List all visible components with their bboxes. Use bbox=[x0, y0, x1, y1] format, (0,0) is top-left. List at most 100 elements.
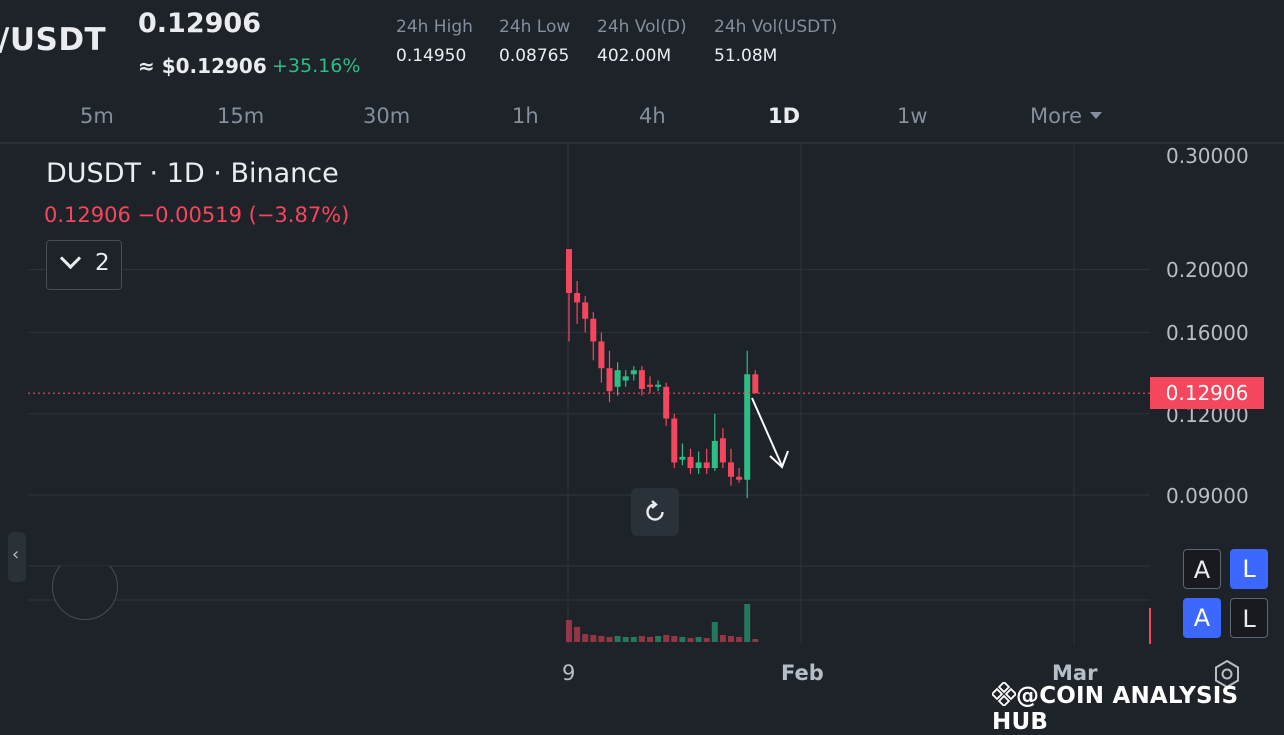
volume-bar bbox=[744, 604, 751, 642]
watermark: @COIN ANALYSIS HUB bbox=[990, 680, 1284, 735]
volume-bar bbox=[663, 635, 670, 642]
tab-1h[interactable]: 1h bbox=[512, 104, 539, 128]
auto-scale-button[interactable]: A bbox=[1183, 549, 1221, 589]
candle-body bbox=[638, 370, 645, 389]
last-price-badge: 0.12906 bbox=[1150, 377, 1264, 409]
candle-body bbox=[606, 368, 613, 392]
tab-1d[interactable]: 1D bbox=[768, 104, 801, 128]
caret-down-icon bbox=[1090, 111, 1103, 119]
volume-bar bbox=[671, 636, 678, 642]
stat-24h-vol-d: 24h Vol(D) 402.00M bbox=[597, 17, 687, 66]
stat-24h-low: 24h Low 0.08765 bbox=[499, 17, 570, 66]
volume-bar bbox=[622, 637, 629, 642]
candle-body bbox=[598, 341, 605, 369]
tab-more-label: More bbox=[1030, 104, 1083, 128]
stat-label: 24h Vol(D) bbox=[597, 17, 687, 37]
timeframe-tabs: 5m 15m 30m 1h 4h 1D 1w More bbox=[0, 96, 1284, 140]
reset-chart-button[interactable] bbox=[631, 488, 679, 536]
auto-scale-button-volume[interactable]: A bbox=[1183, 598, 1221, 638]
down-arrow-drawing bbox=[751, 397, 789, 469]
volume-bar bbox=[728, 636, 734, 642]
volume-bar bbox=[679, 637, 686, 642]
stat-label: 24h Vol(USDT) bbox=[714, 17, 838, 37]
last-price: 0.12906 bbox=[138, 8, 261, 39]
candle-body bbox=[719, 438, 726, 463]
time-axis-label: 9 bbox=[562, 661, 576, 685]
log-scale-button[interactable]: L bbox=[1230, 549, 1268, 589]
tab-30m[interactable]: 30m bbox=[363, 104, 411, 128]
volume-bar bbox=[703, 638, 710, 642]
volume-bar bbox=[655, 636, 662, 642]
settings-icon[interactable] bbox=[1212, 659, 1242, 689]
candle-body bbox=[566, 249, 572, 294]
stat-value: 0.08765 bbox=[499, 46, 570, 66]
last-price-usd: ≈ $0.12906 bbox=[138, 54, 267, 78]
tab-5m[interactable]: 5m bbox=[80, 104, 114, 128]
tabs-divider bbox=[0, 142, 1284, 144]
candle-body bbox=[663, 386, 670, 419]
volume-bar bbox=[630, 637, 637, 642]
price-axis-label: 0.20000 bbox=[1166, 258, 1249, 282]
candle-body bbox=[574, 293, 581, 303]
candle-body bbox=[647, 384, 653, 387]
candle-body bbox=[703, 462, 710, 469]
stat-label: 24h High bbox=[396, 17, 473, 37]
indicator-collapse-button[interactable]: 2 bbox=[46, 240, 122, 290]
tab-more[interactable]: More bbox=[1030, 104, 1103, 128]
side-panel-toggle[interactable]: ‹ bbox=[8, 532, 26, 582]
volume-bar bbox=[711, 622, 718, 642]
chart-legend-ohlc: 0.12906 −0.00519 (−3.87%) bbox=[44, 203, 350, 227]
tab-15m[interactable]: 15m bbox=[217, 104, 265, 128]
volume-bar bbox=[590, 635, 597, 642]
candle-body bbox=[590, 318, 597, 342]
candle-body bbox=[711, 440, 718, 469]
stat-24h-vol-usdt: 24h Vol(USDT) 51.08M bbox=[714, 17, 837, 66]
volume-bar bbox=[736, 637, 743, 642]
candle-body bbox=[752, 374, 759, 394]
price-axis-label: 0.30000 bbox=[1166, 144, 1249, 168]
candle-body bbox=[655, 384, 662, 387]
candle-body bbox=[695, 462, 702, 469]
binance-logo-icon bbox=[990, 680, 1018, 708]
stat-value: 402.00M bbox=[597, 46, 672, 66]
price-axis-label: 0.09000 bbox=[1166, 484, 1249, 508]
tab-4h[interactable]: 4h bbox=[639, 104, 666, 128]
stat-value: 0.14950 bbox=[396, 46, 467, 66]
volume-bar bbox=[598, 636, 605, 642]
watermark-text: @COIN ANALYSIS HUB bbox=[992, 683, 1239, 735]
pair-symbol[interactable]: /USDT bbox=[0, 22, 107, 58]
volume-bar bbox=[582, 634, 589, 642]
chart-grid bbox=[28, 144, 1150, 644]
candlestick-chart[interactable] bbox=[0, 144, 1284, 664]
candle-body bbox=[671, 418, 678, 463]
stat-value: 51.08M bbox=[714, 46, 778, 66]
log-scale-button-volume[interactable]: L bbox=[1230, 598, 1268, 638]
candle-body bbox=[687, 456, 694, 469]
volume-bar bbox=[614, 636, 621, 642]
chevron-down-icon bbox=[59, 247, 82, 270]
candle-body bbox=[630, 370, 637, 375]
chart-legend-title: DUSDT · 1D · Binance bbox=[46, 158, 339, 189]
candle-body bbox=[582, 302, 589, 319]
time-axis-label: Feb bbox=[781, 661, 824, 685]
volume-bars bbox=[566, 604, 759, 642]
floating-action-button[interactable] bbox=[52, 566, 118, 620]
candle-body bbox=[744, 374, 751, 480]
candle-body bbox=[614, 370, 621, 387]
chevron-left-icon: ‹ bbox=[12, 544, 20, 565]
price-axis-label: 0.16000 bbox=[1166, 321, 1249, 345]
volume-bar bbox=[606, 637, 613, 642]
volume-bar bbox=[647, 637, 653, 642]
stat-label: 24h Low bbox=[499, 17, 571, 37]
indicator-count: 2 bbox=[95, 250, 110, 276]
candle-body bbox=[679, 456, 686, 460]
ticker-header: /USDT 0.12906 ≈ $0.12906 +35.16% 24h Hig… bbox=[0, 0, 1284, 90]
volume-bar bbox=[638, 636, 645, 642]
change-percent: +35.16% bbox=[272, 55, 361, 77]
tab-1w[interactable]: 1w bbox=[897, 104, 928, 128]
time-axis-label: Mar bbox=[1052, 661, 1098, 685]
stat-24h-high: 24h High 0.14950 bbox=[396, 17, 473, 66]
candle-body bbox=[736, 476, 743, 480]
volume-bar bbox=[574, 627, 581, 642]
volume-bar bbox=[752, 639, 759, 642]
